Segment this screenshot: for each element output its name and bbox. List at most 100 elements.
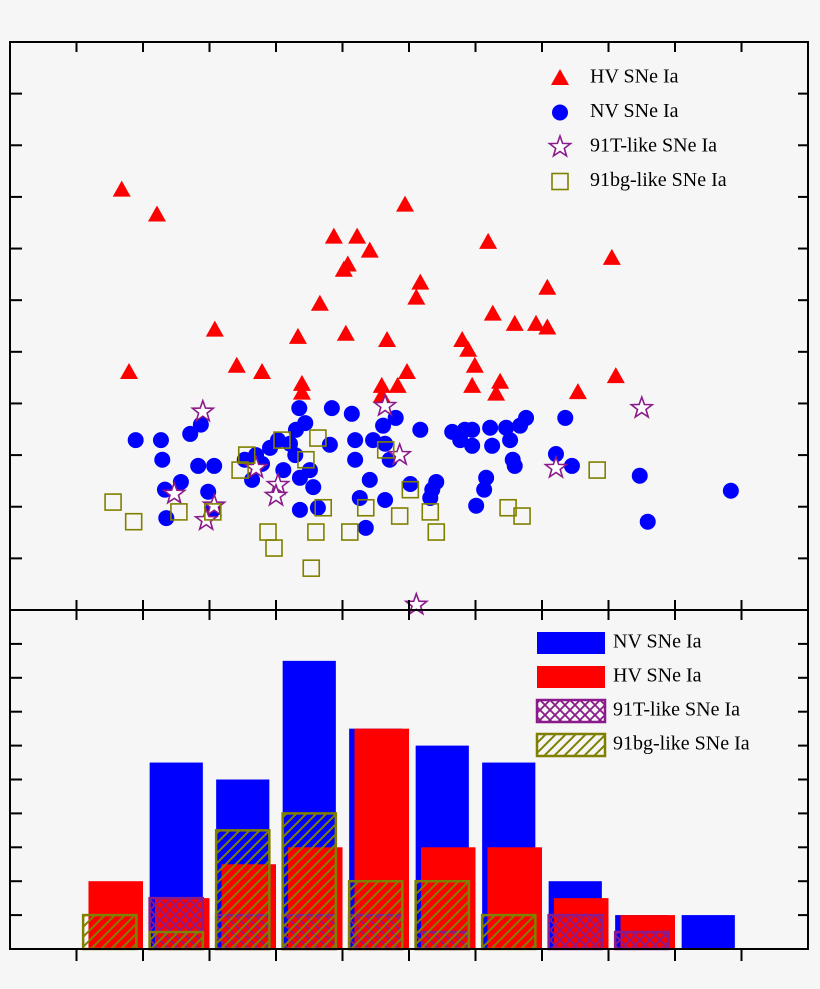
point: [479, 232, 498, 249]
point: [487, 384, 506, 401]
point: [465, 356, 484, 373]
point: [527, 314, 546, 331]
point: [505, 314, 524, 331]
point: [476, 481, 493, 498]
point: [543, 454, 569, 479]
point: [396, 195, 415, 212]
point: [388, 376, 407, 393]
point: [347, 451, 364, 468]
legend-label: NV SNe Ia: [590, 100, 679, 122]
point: [307, 523, 325, 541]
point: [453, 330, 472, 347]
point: [491, 372, 510, 389]
legend-label: HV SNe Ia: [590, 66, 679, 88]
point: [459, 340, 478, 357]
point: [478, 469, 495, 486]
point: [361, 471, 378, 488]
point: [538, 278, 557, 295]
point: [297, 415, 314, 432]
legend-marker: [552, 104, 568, 121]
point: [411, 273, 430, 290]
plot-frame: [9, 41, 809, 611]
point: [377, 492, 394, 509]
point: [227, 356, 246, 373]
point: [297, 450, 315, 469]
point: [372, 392, 398, 417]
point: [722, 482, 739, 499]
legend-label: 91bg-like SNe Ia: [613, 733, 750, 755]
point: [563, 457, 580, 474]
point: [314, 498, 333, 517]
point: [170, 503, 188, 521]
legend-swatch: [535, 698, 607, 724]
legend-label: 91bg-like SNe Ia: [590, 169, 727, 191]
point: [498, 419, 515, 436]
point: [464, 437, 481, 454]
legend-marker: [551, 172, 569, 191]
point: [506, 457, 523, 474]
point: [338, 255, 357, 272]
point: [182, 425, 199, 442]
point: [263, 482, 289, 507]
point: [147, 205, 166, 222]
point: [372, 376, 391, 393]
point: [127, 432, 144, 449]
point: [428, 473, 445, 490]
point: [259, 523, 277, 541]
point: [292, 383, 311, 400]
bar: [613, 930, 670, 951]
point: [309, 429, 327, 447]
legend-label: 91T-like SNe Ia: [590, 135, 717, 157]
legend-marker: [547, 133, 573, 158]
point: [502, 432, 519, 449]
point: [375, 417, 392, 434]
point: [427, 523, 446, 541]
point: [357, 519, 374, 536]
point: [305, 479, 322, 496]
point: [205, 320, 224, 337]
legend-label: 91T-like SNe Ia: [613, 699, 740, 721]
point: [351, 489, 368, 506]
point: [557, 409, 574, 426]
point: [231, 461, 249, 479]
point: [639, 513, 656, 530]
bar: [81, 913, 138, 951]
point: [483, 304, 502, 321]
point: [336, 324, 355, 341]
bar: [547, 913, 604, 951]
point: [237, 446, 256, 464]
legend-label: NV SNe Ia: [613, 631, 702, 653]
point: [538, 318, 557, 335]
bar: [347, 879, 404, 951]
point: [484, 437, 501, 454]
point: [273, 431, 291, 449]
point: [310, 294, 329, 311]
point: [547, 446, 564, 463]
point: [158, 510, 175, 527]
point: [402, 476, 419, 493]
point: [482, 419, 499, 436]
bar: [681, 915, 735, 949]
point: [112, 180, 131, 197]
point: [343, 405, 360, 422]
point: [568, 383, 587, 400]
point: [606, 367, 625, 384]
point: [154, 451, 171, 468]
point: [324, 227, 343, 244]
point: [124, 512, 143, 531]
point: [464, 421, 481, 438]
point: [360, 241, 379, 258]
legend-marker: [551, 69, 569, 85]
bar: [281, 812, 338, 951]
point: [407, 288, 426, 305]
point: [190, 398, 216, 423]
point: [602, 248, 621, 265]
bar: [414, 879, 471, 951]
point: [390, 507, 409, 525]
point: [253, 362, 272, 379]
point: [513, 507, 531, 525]
point: [518, 409, 535, 426]
bar: [214, 829, 271, 951]
point: [152, 432, 169, 449]
point: [292, 374, 311, 391]
